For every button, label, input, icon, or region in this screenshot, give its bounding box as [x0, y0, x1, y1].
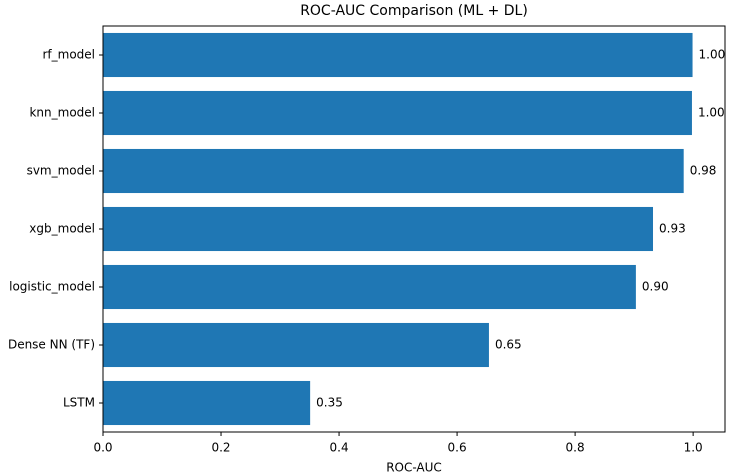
bar [103, 148, 684, 194]
value-label: 1.00 [698, 106, 725, 120]
chart-title: ROC-AUC Comparison (ML + DL) [300, 3, 528, 19]
value-label: 0.90 [642, 280, 669, 294]
bar [103, 264, 636, 310]
x-tick-label: 0.0 [93, 441, 112, 455]
x-tick-label: 0.2 [211, 441, 230, 455]
value-label: 1.00 [699, 48, 726, 62]
y-tick-label: xgb_model [29, 222, 95, 236]
y-tick-label: svm_model [27, 164, 95, 178]
x-tick-label: 1.0 [684, 441, 703, 455]
y-tick-label: logistic_model [9, 280, 95, 294]
plot-frame [102, 25, 726, 433]
y-tick-label: rf_model [42, 48, 95, 62]
value-label: 0.98 [690, 164, 717, 178]
y-tick-label: knn_model [29, 106, 95, 120]
x-tick-label: 0.4 [330, 441, 349, 455]
bar [103, 90, 692, 136]
x-tick-label: 0.8 [566, 441, 585, 455]
bar [103, 32, 693, 78]
y-tick-label: LSTM [63, 396, 95, 410]
bar [103, 206, 654, 252]
value-label: 0.65 [495, 338, 522, 352]
bar [103, 380, 311, 426]
value-label: 0.35 [316, 396, 343, 410]
value-label: 0.93 [659, 222, 686, 236]
x-axis-label: ROC-AUC [386, 461, 442, 475]
bar [103, 322, 489, 368]
y-tick-label: Dense NN (TF) [8, 338, 95, 352]
x-tick-label: 0.6 [448, 441, 467, 455]
